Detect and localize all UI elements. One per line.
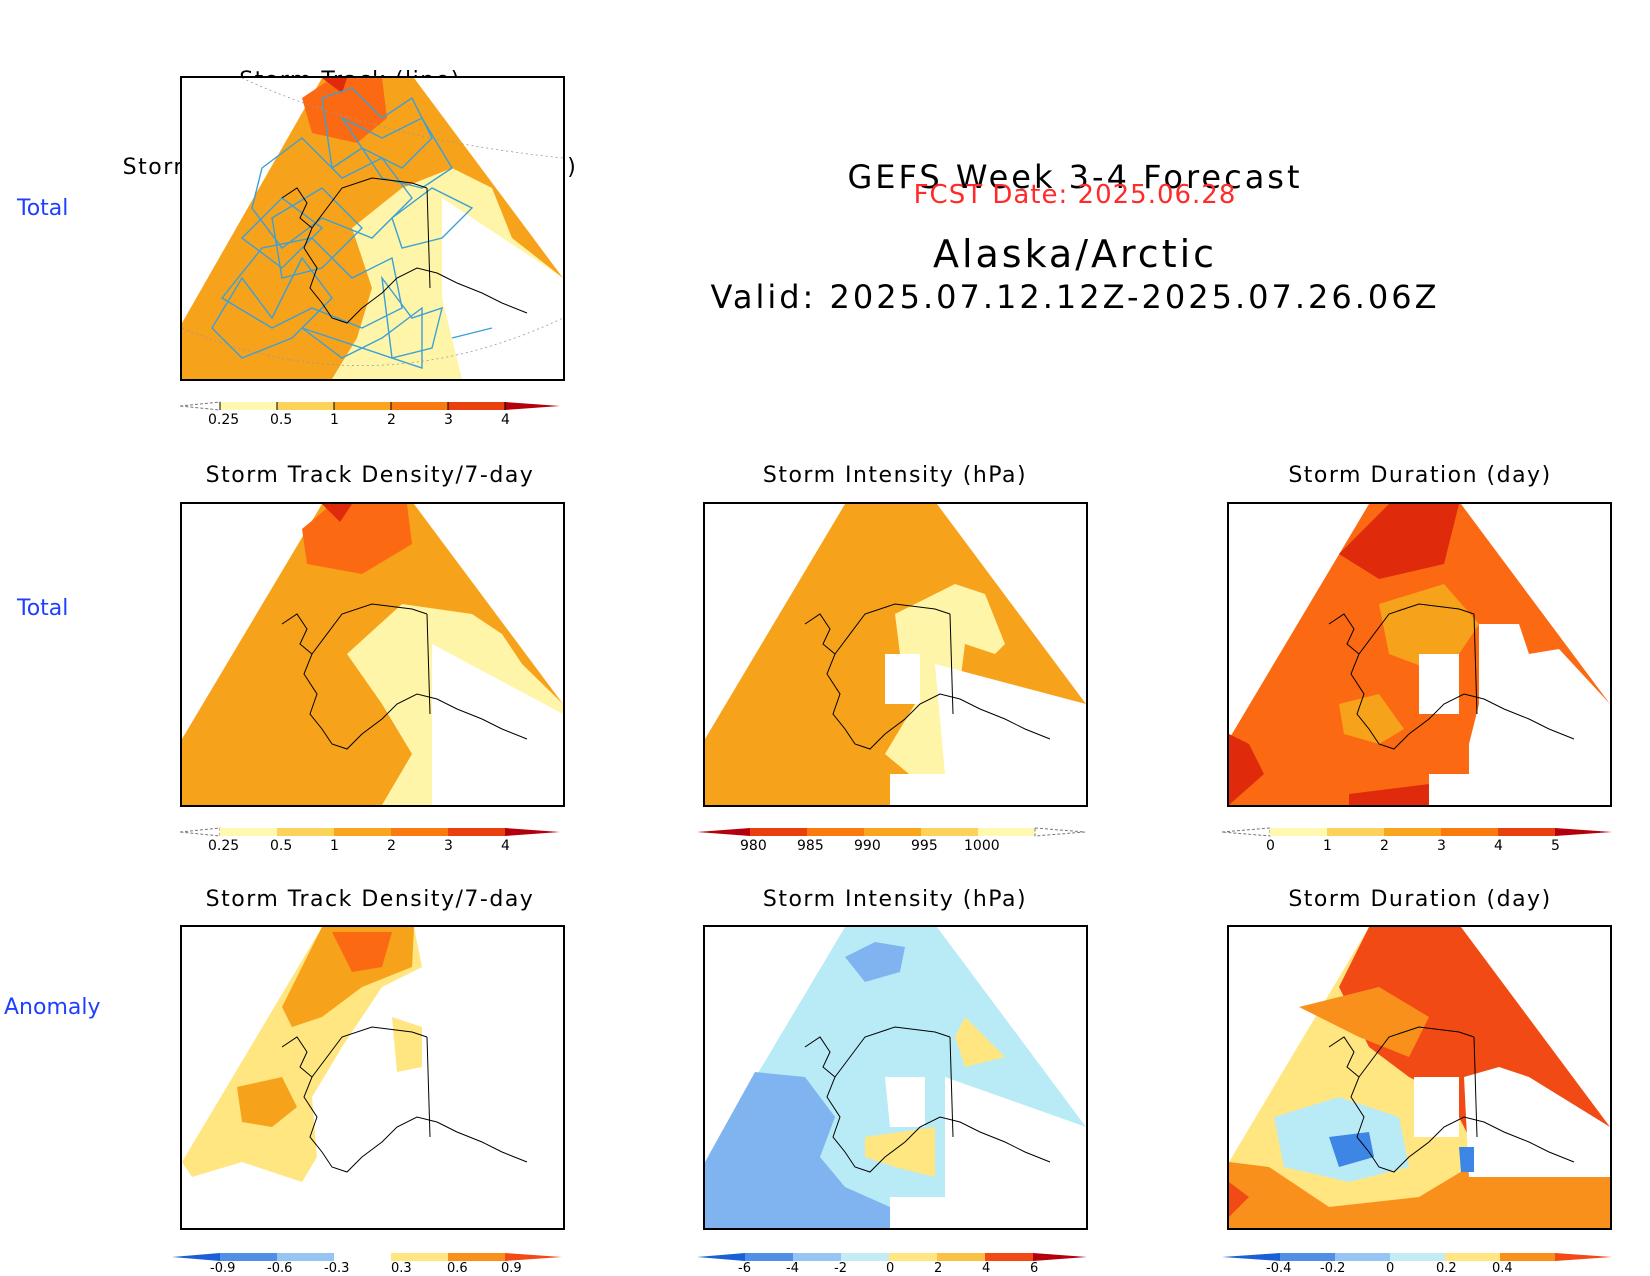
colorbar-tick-label: 980 bbox=[740, 838, 767, 854]
colorbar-density-anomaly: -0.9 -0.6 -0.3 0.3 0.6 0.9 bbox=[170, 1252, 570, 1276]
colorbar-tick-label: 0.6 bbox=[447, 1261, 468, 1276]
colorbar-tick-label: 3 bbox=[1437, 838, 1446, 854]
colorbar-tick-label: 0.3 bbox=[391, 1261, 412, 1276]
colorbar-tick-label: 1 bbox=[1323, 838, 1332, 854]
colorbar-tick-label: -0.9 bbox=[210, 1261, 236, 1276]
colorbar-tick-label: 5 bbox=[1551, 838, 1560, 854]
colorbar-density: 0.25 0.5 1 2 3 4 bbox=[170, 826, 570, 856]
colorbar-intensity: 980 985 990 995 1000 bbox=[695, 826, 1095, 856]
colorbar-tick-label: 0.5 bbox=[270, 838, 293, 854]
panel-title-anom-intensity: Storm Intensity (hPa) bbox=[762, 887, 1028, 912]
colorbar-tick-label: 4 bbox=[982, 1261, 991, 1276]
row-label-anomaly: Anomaly bbox=[4, 995, 101, 1020]
colorbar-tick-label: -0.3 bbox=[324, 1261, 350, 1276]
map-anom-intensity bbox=[703, 925, 1088, 1230]
colorbar-density-top: 0.25 0.5 1 2 3 4 bbox=[170, 400, 570, 430]
map-storm-track-density bbox=[180, 76, 565, 381]
colorbar-intensity-anomaly: -6 -4 -2 0 2 4 6 bbox=[695, 1252, 1095, 1276]
colorbar-tick-label: 4 bbox=[501, 412, 510, 428]
colorbar-tick-label: 6 bbox=[1030, 1261, 1039, 1276]
colorbar-tick-label: 985 bbox=[797, 838, 824, 854]
forecast-title-line1: GEFS Week 3-4 Forecast bbox=[847, 158, 1303, 196]
colorbar-tick-label: 2 bbox=[387, 838, 396, 854]
map-total-density bbox=[180, 502, 565, 807]
colorbar-tick-label: 0 bbox=[886, 1261, 895, 1276]
colorbar-tick-label: -0.4 bbox=[1266, 1261, 1292, 1276]
colorbar-tick-label: 0.9 bbox=[501, 1261, 522, 1276]
colorbar-tick-label: 2 bbox=[1380, 838, 1389, 854]
colorbar-tick-label: 995 bbox=[911, 838, 938, 854]
panel-title-total-duration: Storm Duration (day) bbox=[1288, 463, 1552, 488]
colorbar-tick-label: 3 bbox=[444, 838, 453, 854]
panel-title-total-density: Storm Track Density/7-day bbox=[205, 463, 535, 488]
panel-title-anom-duration: Storm Duration (day) bbox=[1288, 887, 1552, 912]
colorbar-tick-label: 1 bbox=[330, 838, 339, 854]
forecast-title: GEFS Week 3-4 Forecast Valid: 2025.07.12… bbox=[700, 82, 1450, 354]
colorbar-tick-label: -4 bbox=[786, 1261, 799, 1276]
colorbar-tick-label: 4 bbox=[501, 838, 510, 854]
colorbar-tick-label: 1 bbox=[330, 412, 339, 428]
panel-title-anom-density: Storm Track Density/7-day bbox=[205, 887, 535, 912]
colorbar-duration-anomaly: -0.4 -0.2 0 0.2 0.4 bbox=[1220, 1252, 1620, 1276]
colorbar-tick-label: 2 bbox=[934, 1261, 943, 1276]
colorbar-tick-label: -0.6 bbox=[267, 1261, 293, 1276]
colorbar-tick-label: 0.2 bbox=[1436, 1261, 1457, 1276]
colorbar-tick-label: 4 bbox=[1494, 838, 1503, 854]
colorbar-tick-label: 990 bbox=[854, 838, 881, 854]
map-anom-density bbox=[180, 925, 565, 1230]
row-label-total-2: Total bbox=[17, 596, 69, 621]
row-label-total-1: Total bbox=[17, 196, 69, 221]
colorbar-tick-label: 3 bbox=[444, 412, 453, 428]
forecast-valid-range: Valid: 2025.07.12.12Z-2025.07.26.06Z bbox=[710, 278, 1440, 316]
colorbar-tick-label: -0.2 bbox=[1320, 1261, 1346, 1276]
map-anom-duration bbox=[1227, 925, 1612, 1230]
panel-title-total-intensity: Storm Intensity (hPa) bbox=[762, 463, 1028, 488]
colorbar-tick-label: 0.25 bbox=[208, 412, 240, 428]
map-total-duration bbox=[1227, 502, 1612, 807]
map-total-intensity bbox=[703, 502, 1088, 807]
colorbar-tick-label: 0 bbox=[1266, 838, 1275, 854]
colorbar-tick-label: 0.4 bbox=[1492, 1261, 1513, 1276]
colorbar-tick-label: -6 bbox=[738, 1261, 751, 1276]
fcst-date: FCST Date: 2025.06.28 bbox=[913, 180, 1237, 210]
colorbar-duration: 0 1 2 3 4 5 bbox=[1220, 826, 1620, 856]
colorbar-tick-label: 2 bbox=[387, 412, 396, 428]
colorbar-tick-label: 0.25 bbox=[208, 838, 240, 854]
colorbar-tick-label: 0 bbox=[1386, 1261, 1395, 1276]
colorbar-tick-label: -2 bbox=[834, 1261, 847, 1276]
colorbar-tick-label: 0.5 bbox=[270, 412, 293, 428]
region-name: Alaska/Arctic bbox=[932, 232, 1218, 276]
colorbar-tick-label: 1000 bbox=[964, 838, 1000, 854]
